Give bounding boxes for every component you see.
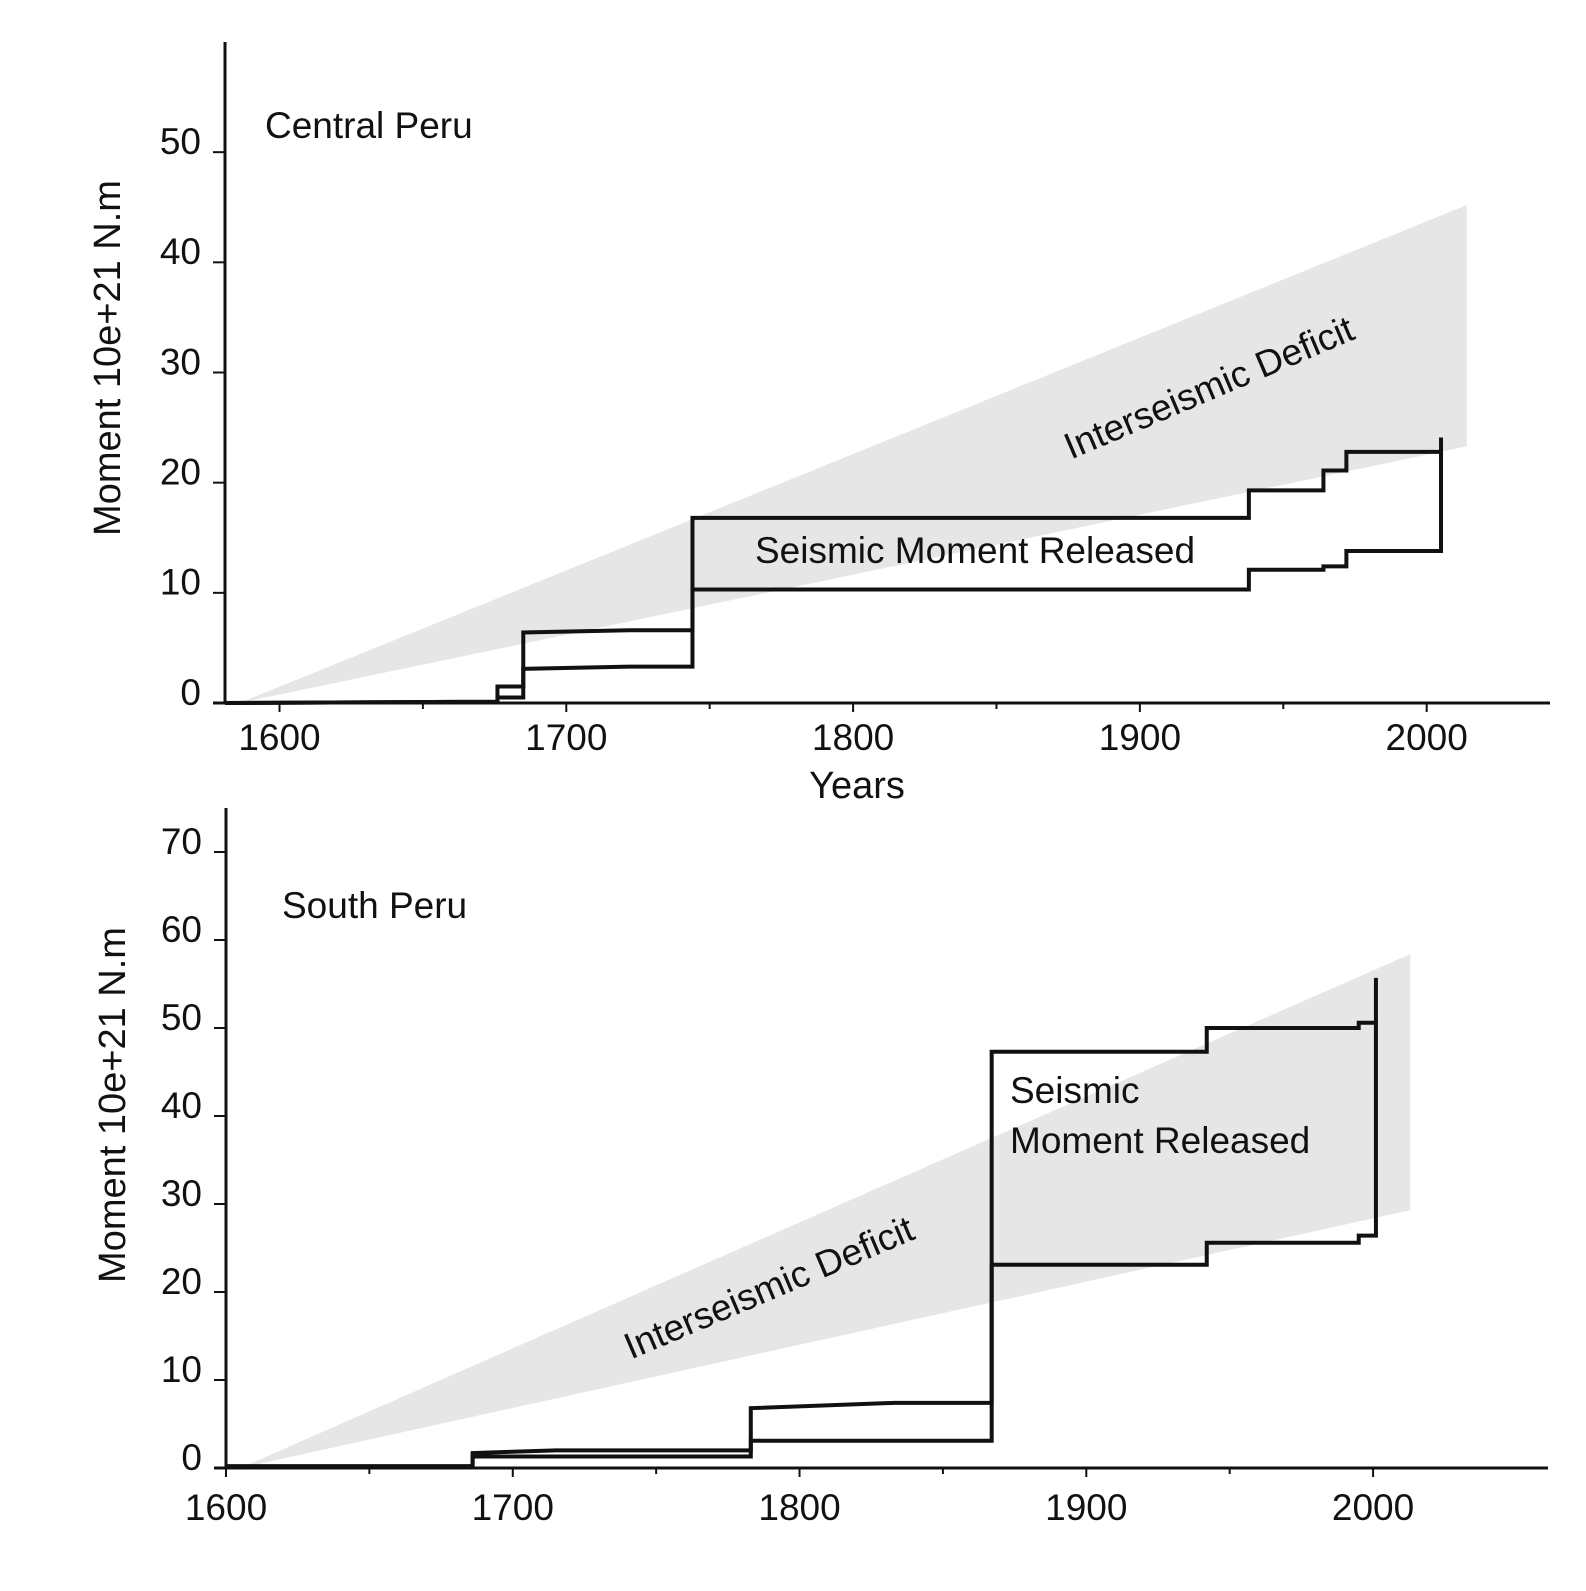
deficit-band	[240, 954, 1411, 1468]
y-tick-label: 10	[161, 1349, 202, 1390]
annotation: Moment Released	[1010, 1120, 1310, 1161]
x-tick-label: 1700	[525, 717, 607, 758]
y-tick-label: 30	[160, 341, 201, 382]
annotation: Seismic	[1010, 1070, 1140, 1111]
y-axis-label: Moment 10e+21 N.m	[92, 927, 134, 1283]
y-tick-label: 50	[161, 997, 202, 1038]
y-tick-label: 40	[160, 231, 201, 272]
x-tick-label: 2000	[1332, 1487, 1414, 1528]
moment-line	[224, 437, 1444, 705]
x-tick-label: 1900	[1099, 717, 1181, 758]
y-tick-label: 60	[161, 909, 202, 950]
x-axis-label: Years	[809, 765, 905, 807]
y-tick-label: 0	[181, 1437, 202, 1478]
y-tick-label: 70	[161, 821, 202, 862]
y-tick-label: 50	[160, 121, 201, 162]
y-tick-label: 20	[161, 1261, 202, 1302]
annotation: South Peru	[282, 885, 467, 926]
x-tick-label: 2000	[1386, 717, 1468, 758]
y-tick-label: 40	[161, 1085, 202, 1126]
y-tick-label: 0	[180, 672, 201, 713]
y-tick-label: 10	[160, 562, 201, 603]
moment-line	[224, 451, 1444, 705]
y-tick-label: 20	[160, 451, 201, 492]
y-axis-label: Moment 10e+21 N.m	[87, 180, 129, 536]
annotation: Seismic Moment Released	[755, 530, 1195, 571]
moment-line	[226, 1022, 1378, 1469]
y-tick-label: 30	[161, 1173, 202, 1214]
x-tick-label: 1700	[472, 1487, 554, 1528]
x-tick-label: 1900	[1045, 1487, 1127, 1528]
x-tick-label: 1800	[758, 1487, 840, 1528]
x-tick-label: 1800	[812, 717, 894, 758]
annotation: Central Peru	[265, 105, 473, 146]
x-tick-label: 1600	[238, 717, 320, 758]
x-tick-label: 1600	[185, 1487, 267, 1528]
deficit-band	[239, 205, 1467, 703]
